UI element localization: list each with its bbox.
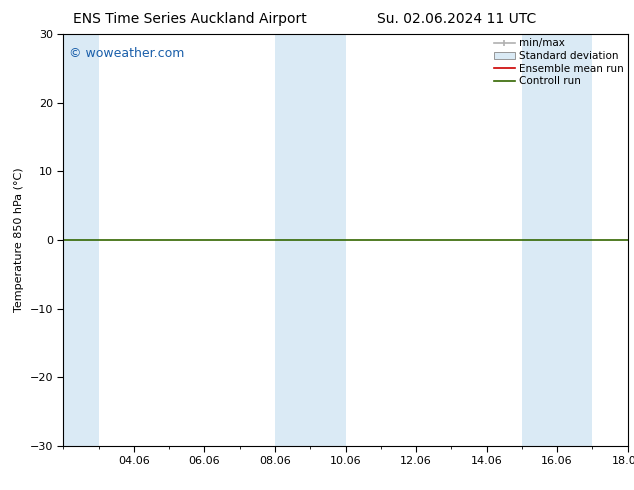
Bar (63, 34, 99, 446)
Legend: min/max, Standard deviation, Ensemble mean run, Controll run: min/max, Standard deviation, Ensemble me… (491, 36, 626, 88)
Y-axis label: Temperature 850 hPa (°C): Temperature 850 hPa (°C) (14, 168, 24, 313)
Bar (275, 34, 346, 446)
Text: Su. 02.06.2024 11 UTC: Su. 02.06.2024 11 UTC (377, 12, 536, 26)
Bar (522, 34, 592, 446)
Text: ENS Time Series Auckland Airport: ENS Time Series Auckland Airport (74, 12, 307, 26)
Text: © woweather.com: © woweather.com (69, 47, 184, 60)
